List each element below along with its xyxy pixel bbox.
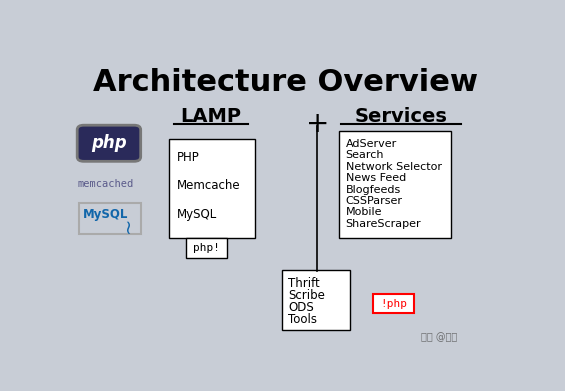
Text: Services: Services <box>355 107 447 126</box>
Text: Memcache: Memcache <box>177 179 240 192</box>
Text: memcached: memcached <box>77 179 134 189</box>
FancyBboxPatch shape <box>373 294 414 313</box>
FancyBboxPatch shape <box>339 131 451 238</box>
Text: PHP: PHP <box>177 151 199 164</box>
Text: Mobile: Mobile <box>346 207 382 217</box>
Text: MySQL: MySQL <box>177 208 217 221</box>
Text: +: + <box>306 110 330 138</box>
FancyBboxPatch shape <box>169 139 255 238</box>
Text: ~: ~ <box>119 216 138 233</box>
Text: Search: Search <box>346 150 384 160</box>
Text: LAMP: LAMP <box>180 107 241 126</box>
Text: CSSParser: CSSParser <box>346 196 403 206</box>
Text: Scribe: Scribe <box>288 289 325 302</box>
Text: 头条 @长乘: 头条 @长乘 <box>421 332 457 342</box>
Text: Architecture Overview: Architecture Overview <box>93 68 477 97</box>
FancyBboxPatch shape <box>77 125 141 161</box>
Text: Thrift: Thrift <box>288 277 320 290</box>
Text: Tools: Tools <box>288 313 318 326</box>
Text: Network Selector: Network Selector <box>346 161 442 172</box>
Text: AdServer: AdServer <box>346 139 397 149</box>
Text: News Feed: News Feed <box>346 173 406 183</box>
Text: php!: php! <box>193 243 220 253</box>
Text: MySQL: MySQL <box>83 208 128 221</box>
FancyBboxPatch shape <box>79 203 141 233</box>
Text: !php: !php <box>380 299 407 308</box>
Text: ShareScraper: ShareScraper <box>346 219 421 229</box>
Text: Blogfeeds: Blogfeeds <box>346 185 401 194</box>
Text: php: php <box>91 134 127 152</box>
FancyBboxPatch shape <box>186 238 227 258</box>
FancyBboxPatch shape <box>282 270 350 330</box>
Text: ODS: ODS <box>288 301 314 314</box>
